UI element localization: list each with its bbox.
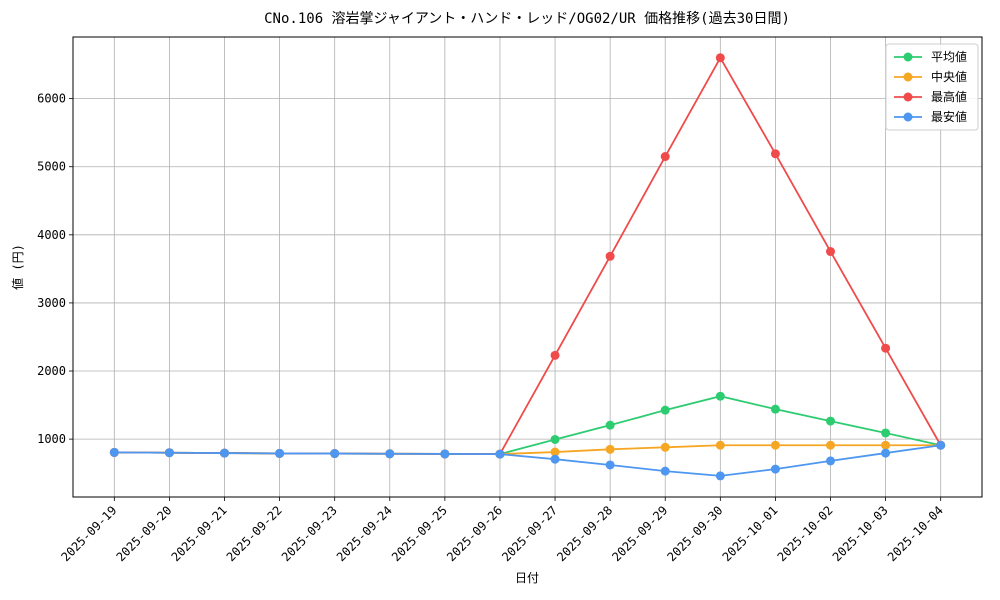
data-point	[605, 420, 615, 430]
chart-title: CNo.106 溶岩掌ジャイアント・ハンド・レッド/OG02/UR 価格推移(過…	[264, 11, 790, 27]
data-point	[550, 434, 560, 444]
legend-label: 最安値	[931, 109, 967, 124]
data-point	[770, 149, 780, 159]
data-point	[220, 448, 229, 458]
data-point	[385, 449, 395, 459]
data-point	[826, 456, 835, 466]
legend-label: 最高値	[931, 89, 967, 104]
legend-marker	[903, 52, 913, 62]
data-point	[770, 464, 780, 474]
data-point	[770, 440, 780, 450]
data-point	[550, 447, 560, 457]
data-point	[881, 428, 891, 438]
data-point	[495, 449, 505, 459]
y-tick-label: 4000	[37, 228, 66, 242]
y-tick-label: 2000	[37, 364, 66, 378]
data-point	[881, 440, 891, 450]
data-point	[715, 53, 725, 63]
data-point	[660, 405, 670, 415]
data-point	[715, 391, 725, 401]
data-point	[109, 447, 119, 457]
data-point	[660, 152, 670, 162]
data-point	[605, 444, 615, 454]
data-point	[550, 350, 560, 360]
data-point	[715, 471, 725, 481]
data-point	[275, 448, 285, 458]
legend-box	[885, 43, 979, 131]
data-point	[550, 454, 560, 464]
y-tick-label: 1000	[37, 432, 66, 446]
legend-marker	[903, 72, 913, 82]
legend-marker	[903, 92, 913, 102]
data-point	[440, 449, 450, 459]
data-point	[605, 460, 615, 470]
data-point	[715, 440, 725, 450]
data-point	[770, 404, 780, 414]
data-point	[660, 442, 670, 452]
data-point	[826, 247, 835, 257]
data-point	[605, 251, 615, 261]
data-point	[881, 448, 891, 458]
y-tick-label: 6000	[37, 92, 66, 106]
series-line	[114, 444, 941, 477]
data-point	[164, 448, 174, 458]
legend-marker	[903, 112, 913, 122]
legend-label: 中央値	[931, 69, 967, 84]
plot-frame	[72, 36, 983, 498]
data-point	[826, 440, 835, 450]
y-tick-label: 5000	[37, 160, 66, 174]
data-point	[660, 466, 670, 476]
y-tick-label: 3000	[37, 296, 66, 310]
legend-label: 平均値	[931, 49, 967, 64]
data-point	[881, 343, 891, 353]
data-point	[936, 440, 946, 450]
data-point	[330, 449, 340, 459]
y-axis-label: 値 (円)	[10, 244, 25, 290]
data-point	[826, 416, 835, 426]
x-axis-label: 日付	[515, 571, 539, 585]
